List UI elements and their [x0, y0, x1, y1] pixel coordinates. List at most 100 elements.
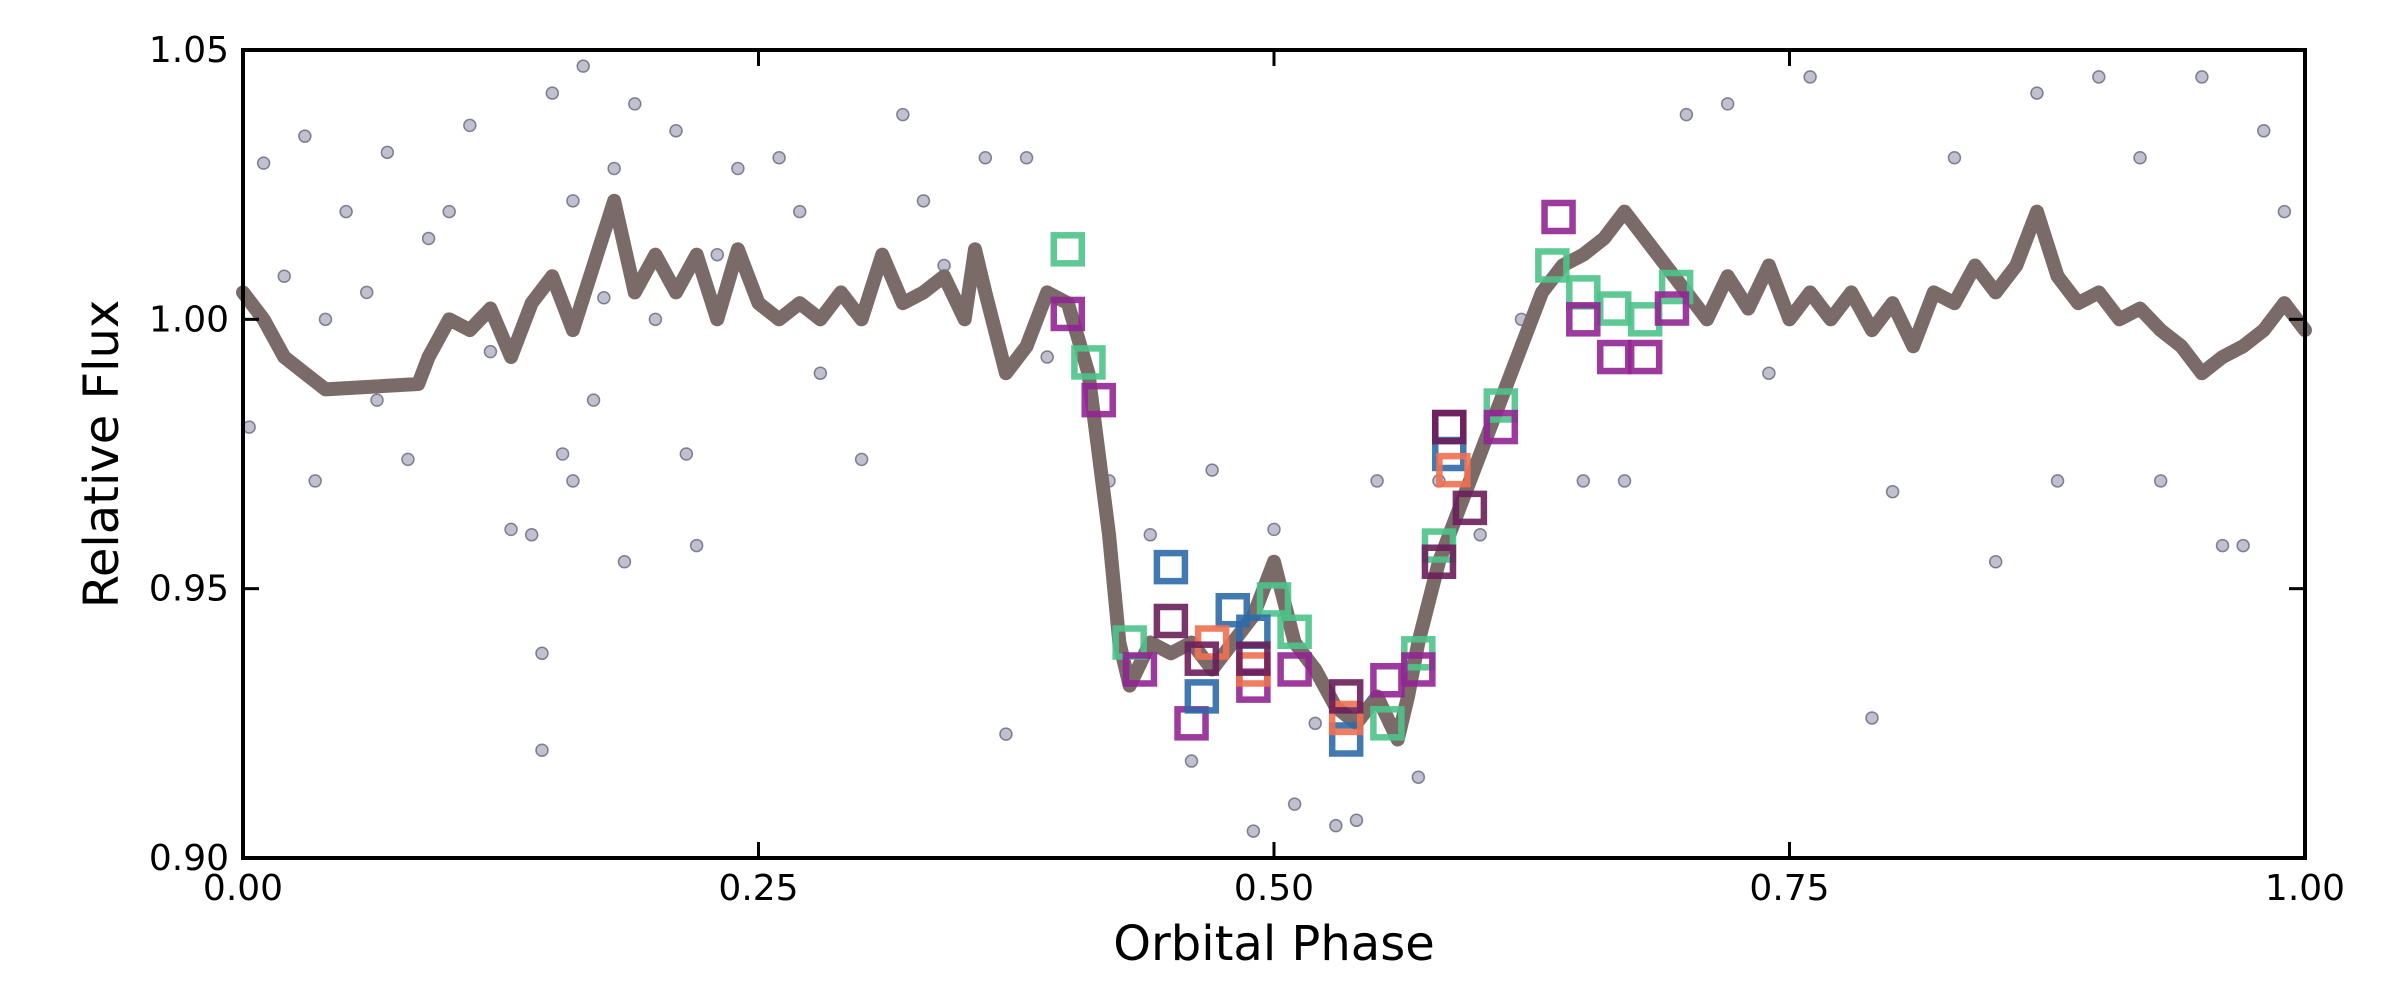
data-point [566, 194, 580, 208]
y-tick-label: 0.90 [149, 838, 229, 879]
data-point [854, 452, 869, 467]
data-point [339, 204, 353, 219]
y-tick-label: 1.05 [149, 30, 229, 71]
data-point [2195, 70, 2209, 84]
square-marker [1436, 452, 1471, 488]
data-point [1308, 716, 1322, 731]
square-marker [1627, 339, 1663, 375]
square-marker [1050, 296, 1086, 332]
data-point [669, 124, 683, 138]
data-point [1267, 522, 1281, 537]
data-point [617, 554, 632, 569]
square-marker [1277, 652, 1312, 687]
square-marker [1328, 679, 1364, 714]
plot-frame [241, 48, 2307, 860]
data-point [628, 97, 642, 111]
square-marker [1050, 232, 1086, 267]
data-point [1617, 474, 1632, 488]
data-point [1329, 818, 1343, 833]
data-point [1143, 528, 1158, 542]
data-point [401, 452, 415, 467]
data-point [731, 161, 745, 176]
data-point [813, 366, 828, 380]
square-marker [1596, 291, 1632, 326]
x-axis-label: Orbital Phase [1113, 916, 1434, 972]
data-point [504, 522, 518, 537]
square-marker [1566, 302, 1601, 337]
square-marker [1654, 291, 1690, 326]
data-point [1679, 107, 1694, 122]
data-point [1720, 97, 1735, 111]
data-point [916, 194, 931, 208]
y-axis-label: Relative Flux [74, 300, 130, 609]
y-tick-label: 0.95 [149, 569, 229, 610]
square-marker [1236, 641, 1271, 676]
data-point [1019, 150, 1034, 165]
data-point [421, 231, 436, 246]
square-marker [1122, 652, 1158, 687]
data-point [524, 528, 539, 542]
data-point [308, 474, 322, 488]
data-point [277, 269, 291, 283]
square-marker [1370, 706, 1405, 741]
data-point [318, 312, 333, 327]
square-marker [1535, 248, 1570, 283]
data-point [1576, 474, 1591, 488]
data-point [576, 59, 590, 73]
data-point [648, 312, 663, 327]
x-tick-label: 0.75 [1749, 868, 1829, 909]
data-point [2133, 150, 2147, 165]
square-marker [1658, 269, 1694, 305]
data-point [545, 86, 560, 100]
square-marker [1184, 641, 1220, 676]
data-point [689, 538, 704, 553]
x-tick-label: 0.50 [1234, 868, 1314, 909]
square-marker [1328, 722, 1364, 757]
data-point [896, 107, 910, 122]
data-point [2153, 474, 2168, 488]
square-marker [1153, 549, 1189, 585]
x-tick-label: 0.25 [718, 868, 798, 909]
square-marker [1596, 339, 1632, 375]
data-point [710, 247, 725, 262]
y-tick-label: 1.00 [149, 299, 229, 340]
data-point [978, 150, 993, 165]
square-marker [1153, 603, 1189, 639]
square-marker [1071, 345, 1106, 380]
x-tick-label: 0.00 [203, 868, 283, 909]
x-tick-label: 1.00 [2265, 868, 2345, 909]
data-point [1865, 711, 1879, 725]
data-point [2236, 538, 2250, 553]
data-point [1803, 70, 1817, 84]
data-point [298, 129, 312, 143]
square-marker [1184, 679, 1220, 714]
square-marker [1328, 700, 1364, 736]
data-point [370, 393, 384, 407]
data-point [999, 727, 1013, 741]
data-point [380, 145, 395, 160]
data-point [483, 344, 498, 359]
square-marker [1483, 409, 1519, 445]
data-point [1349, 813, 1364, 828]
data-point [607, 161, 621, 176]
data-point [566, 474, 580, 488]
square-marker [1256, 582, 1292, 617]
data-point [256, 156, 271, 170]
data-point [555, 447, 570, 461]
data-point [1287, 797, 1302, 811]
data-point [2215, 538, 2230, 553]
square-marker [1215, 592, 1251, 628]
data-point [2092, 70, 2106, 84]
data-point [772, 150, 786, 165]
data-point [463, 118, 477, 133]
data-point [359, 285, 374, 300]
data-point [1473, 528, 1487, 542]
square-marker [1483, 388, 1519, 423]
data-point [2277, 204, 2292, 219]
flux-line [236, 193, 2312, 747]
data-point [792, 204, 807, 219]
data-point [442, 204, 456, 219]
data-point [597, 291, 611, 305]
